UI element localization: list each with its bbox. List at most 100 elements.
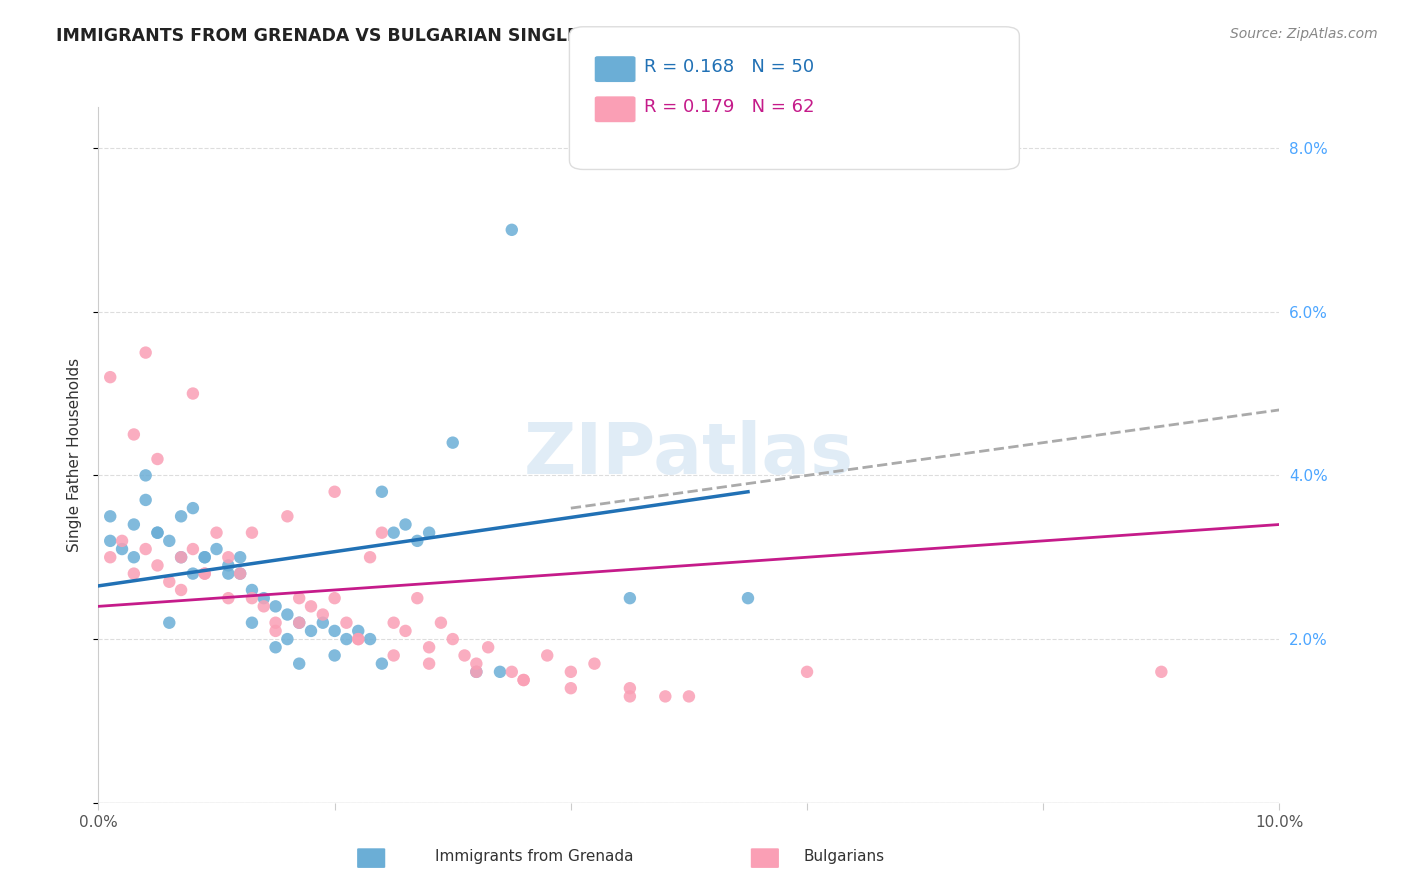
Point xyxy=(122,550,145,565)
Point xyxy=(240,591,263,606)
Point xyxy=(181,566,204,581)
Point xyxy=(276,607,298,622)
Point xyxy=(465,657,488,671)
Point xyxy=(501,665,523,679)
Point xyxy=(654,690,676,704)
Point xyxy=(205,525,228,540)
Point xyxy=(382,525,405,540)
Point xyxy=(312,607,335,622)
Point xyxy=(181,386,204,401)
Point xyxy=(170,509,193,524)
Point xyxy=(240,525,263,540)
Point xyxy=(299,599,322,614)
Point xyxy=(583,657,606,671)
Text: Immigrants from Grenada: Immigrants from Grenada xyxy=(434,849,634,863)
Point xyxy=(335,615,357,630)
Point xyxy=(122,427,145,442)
Point xyxy=(181,542,204,557)
Text: R = 0.179   N = 62: R = 0.179 N = 62 xyxy=(644,98,814,116)
Point xyxy=(512,673,534,687)
Point xyxy=(135,492,157,507)
Point xyxy=(194,550,217,565)
Point xyxy=(441,435,464,450)
Point xyxy=(157,533,180,548)
Point xyxy=(146,452,169,467)
Point xyxy=(299,624,322,638)
Point xyxy=(347,632,370,646)
Point xyxy=(194,566,217,581)
Point xyxy=(157,615,180,630)
Point xyxy=(371,484,394,499)
Point xyxy=(737,591,759,606)
Point xyxy=(276,509,298,524)
Point xyxy=(347,632,370,646)
Point xyxy=(98,533,121,548)
Point xyxy=(347,624,370,638)
Point xyxy=(394,517,416,532)
Point xyxy=(181,501,204,516)
Point xyxy=(194,550,217,565)
Point xyxy=(240,615,263,630)
Point xyxy=(382,648,405,663)
Point xyxy=(264,640,287,655)
Point xyxy=(217,591,239,606)
Point xyxy=(312,615,335,630)
Point xyxy=(288,657,311,671)
Text: IMMIGRANTS FROM GRENADA VS BULGARIAN SINGLE FATHER HOUSEHOLDS CORRELATION CHART: IMMIGRANTS FROM GRENADA VS BULGARIAN SIN… xyxy=(56,27,1015,45)
Point xyxy=(170,550,193,565)
Point xyxy=(205,542,228,557)
Point xyxy=(98,550,121,565)
Point xyxy=(194,566,217,581)
Point xyxy=(135,468,157,483)
Y-axis label: Single Father Households: Single Father Households xyxy=(67,358,83,552)
Point xyxy=(170,582,193,597)
Point xyxy=(240,582,263,597)
Point xyxy=(501,223,523,237)
Point xyxy=(217,550,239,565)
Point xyxy=(323,648,346,663)
Point xyxy=(264,615,287,630)
Point xyxy=(217,566,239,581)
Point xyxy=(465,665,488,679)
Point xyxy=(229,550,252,565)
Point xyxy=(288,591,311,606)
Point xyxy=(229,566,252,581)
Point xyxy=(122,566,145,581)
Point xyxy=(288,615,311,630)
Text: Source: ZipAtlas.com: Source: ZipAtlas.com xyxy=(1230,27,1378,41)
Point xyxy=(135,345,157,359)
Point xyxy=(441,632,464,646)
Point xyxy=(406,533,429,548)
Point xyxy=(406,591,429,606)
Point xyxy=(264,599,287,614)
Point xyxy=(430,615,453,630)
Point xyxy=(157,574,180,589)
Point xyxy=(394,624,416,638)
Point xyxy=(678,690,700,704)
Point xyxy=(253,591,276,606)
Point xyxy=(323,484,346,499)
Point xyxy=(323,591,346,606)
Point xyxy=(135,542,157,557)
Point xyxy=(619,591,641,606)
Point xyxy=(418,657,440,671)
Point xyxy=(323,624,346,638)
Point xyxy=(465,665,488,679)
Point xyxy=(122,517,145,532)
Point xyxy=(796,665,818,679)
Point xyxy=(98,370,121,384)
Text: R = 0.168   N = 50: R = 0.168 N = 50 xyxy=(644,58,814,76)
Text: Bulgarians: Bulgarians xyxy=(803,849,884,863)
Point xyxy=(146,525,169,540)
Point xyxy=(619,681,641,696)
Point xyxy=(489,665,512,679)
Point xyxy=(371,525,394,540)
Point xyxy=(264,624,287,638)
Point xyxy=(111,542,134,557)
Point xyxy=(512,673,534,687)
Point xyxy=(477,640,499,655)
Point xyxy=(371,657,394,671)
Point xyxy=(217,558,239,573)
Point xyxy=(335,632,357,646)
Point xyxy=(229,566,252,581)
